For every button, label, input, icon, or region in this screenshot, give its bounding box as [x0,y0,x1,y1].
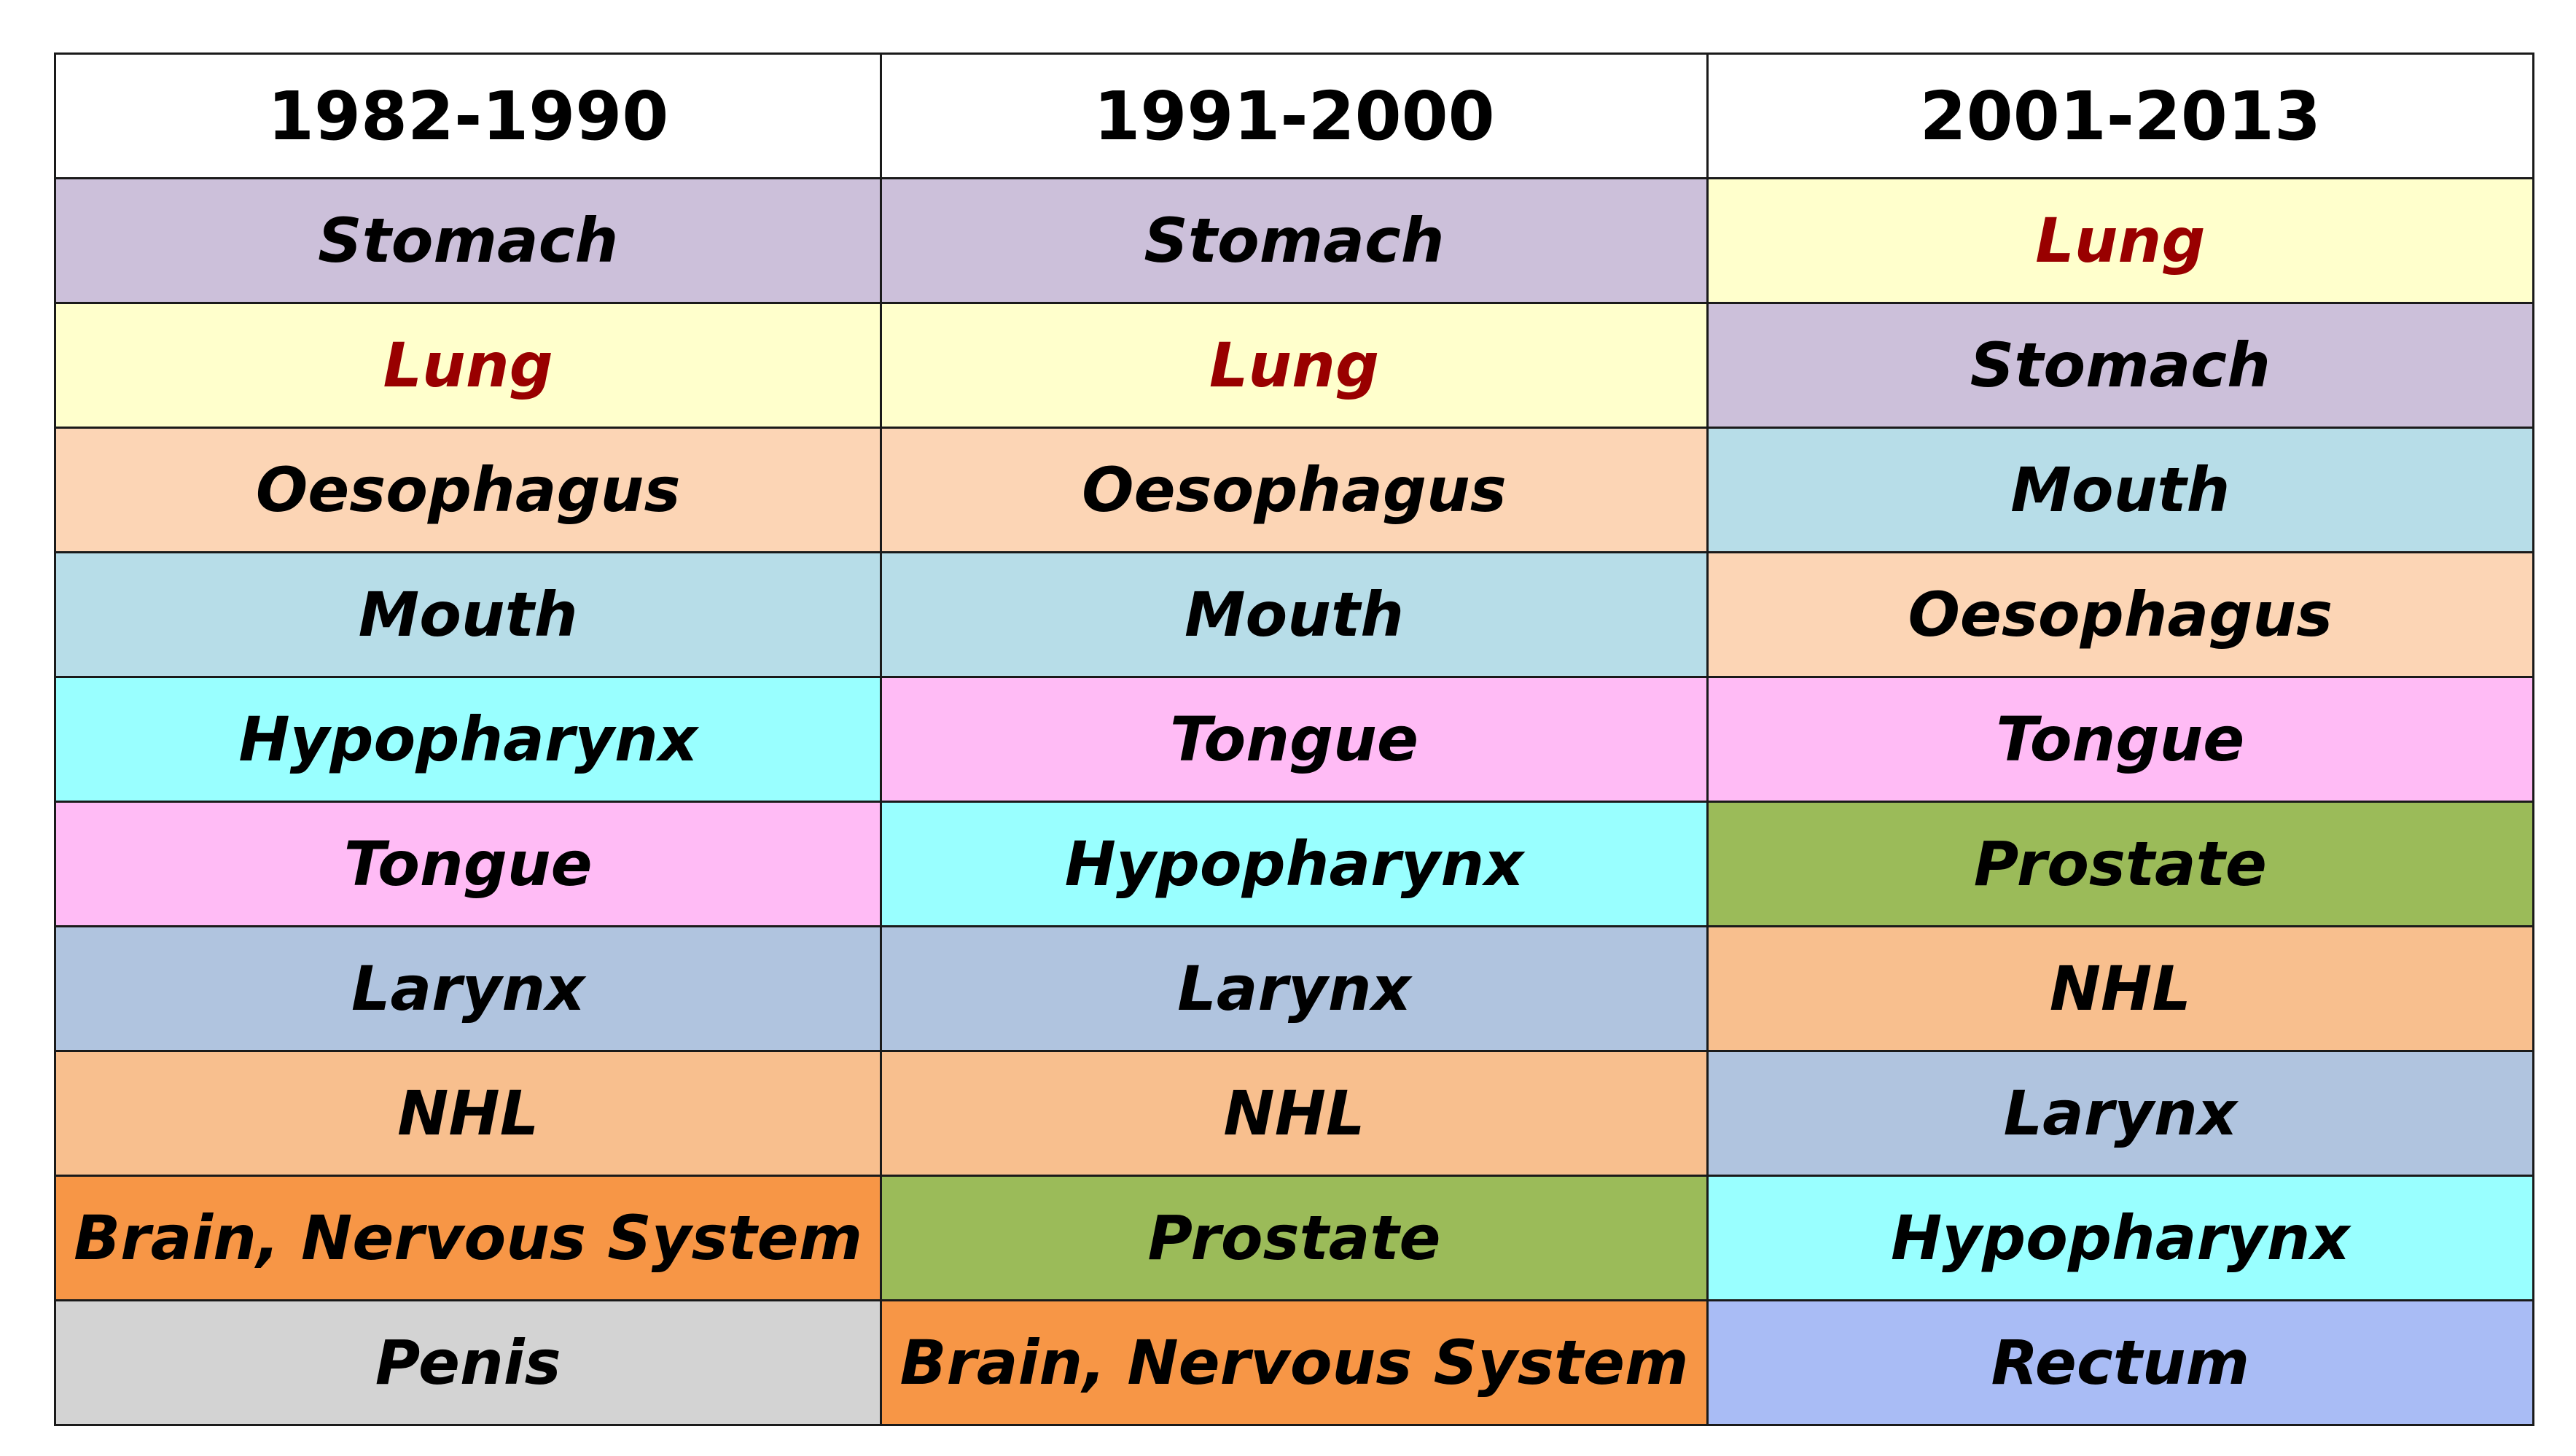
table-cell: Oesophagus [880,427,1709,553]
table-cell: Lung [880,302,1709,429]
table-row: Penis Brain, Nervous System Rectum [53,1299,2534,1426]
table-row: Mouth Mouth Oesophagus [53,551,2534,678]
table-cell: Hypopharynx [1706,1175,2534,1301]
table-cell: Tongue [1706,676,2534,803]
column-header-1982-1990: 1982-1990 [53,52,883,179]
table-cell: Brain, Nervous System [880,1299,1709,1426]
table-cell: Hypopharynx [53,676,883,803]
table-row: Lung Lung Stomach [53,302,2534,429]
column-header-2001-2013: 2001-2013 [1706,52,2534,179]
column-header-1991-2000: 1991-2000 [880,52,1709,179]
table-cell: Prostate [1706,801,2534,927]
table-cell: Larynx [53,925,883,1052]
table-cell: Brain, Nervous System [53,1175,883,1301]
table-cell: Oesophagus [53,427,883,553]
table-cell: Tongue [880,676,1709,803]
table-cell: NHL [1706,925,2534,1052]
table-cell: NHL [880,1050,1709,1177]
table-row: Tongue Hypopharynx Prostate [53,801,2534,927]
table-cell: Larynx [1706,1050,2534,1177]
table-row: Hypopharynx Tongue Tongue [53,676,2534,803]
table-cell: Mouth [53,551,883,678]
table-row: Larynx Larynx NHL [53,925,2534,1052]
table-row: Stomach Stomach Lung [53,177,2534,304]
table-row: NHL NHL Larynx [53,1050,2534,1177]
table-cell: Larynx [880,925,1709,1052]
table-cell: Stomach [1706,302,2534,429]
table-cell: NHL [53,1050,883,1177]
table-cell: Lung [1706,177,2534,304]
cancer-ranking-table: 1982-1990 1991-2000 2001-2013 Stomach Sto… [53,52,2534,1426]
table-cell: Mouth [880,551,1709,678]
table-cell: Tongue [53,801,883,927]
table-cell: Stomach [53,177,883,304]
table-row: Brain, Nervous System Prostate Hypopharynx [53,1175,2534,1301]
table-cell: Mouth [1706,427,2534,553]
header-row: 1982-1990 1991-2000 2001-2013 [53,52,2534,179]
table-cell: Hypopharynx [880,801,1709,927]
table-cell: Oesophagus [1706,551,2534,678]
table-cell: Penis [53,1299,883,1426]
table-cell: Stomach [880,177,1709,304]
table-body: Stomach Stomach Lung Lung Lung Stomach Oesopha… [53,177,2534,1426]
table-row: Oesophagus Oesophagus Mouth [53,427,2534,553]
table-cell: Rectum [1706,1299,2534,1426]
table-cell: Prostate [880,1175,1709,1301]
table-cell: Lung [53,302,883,429]
